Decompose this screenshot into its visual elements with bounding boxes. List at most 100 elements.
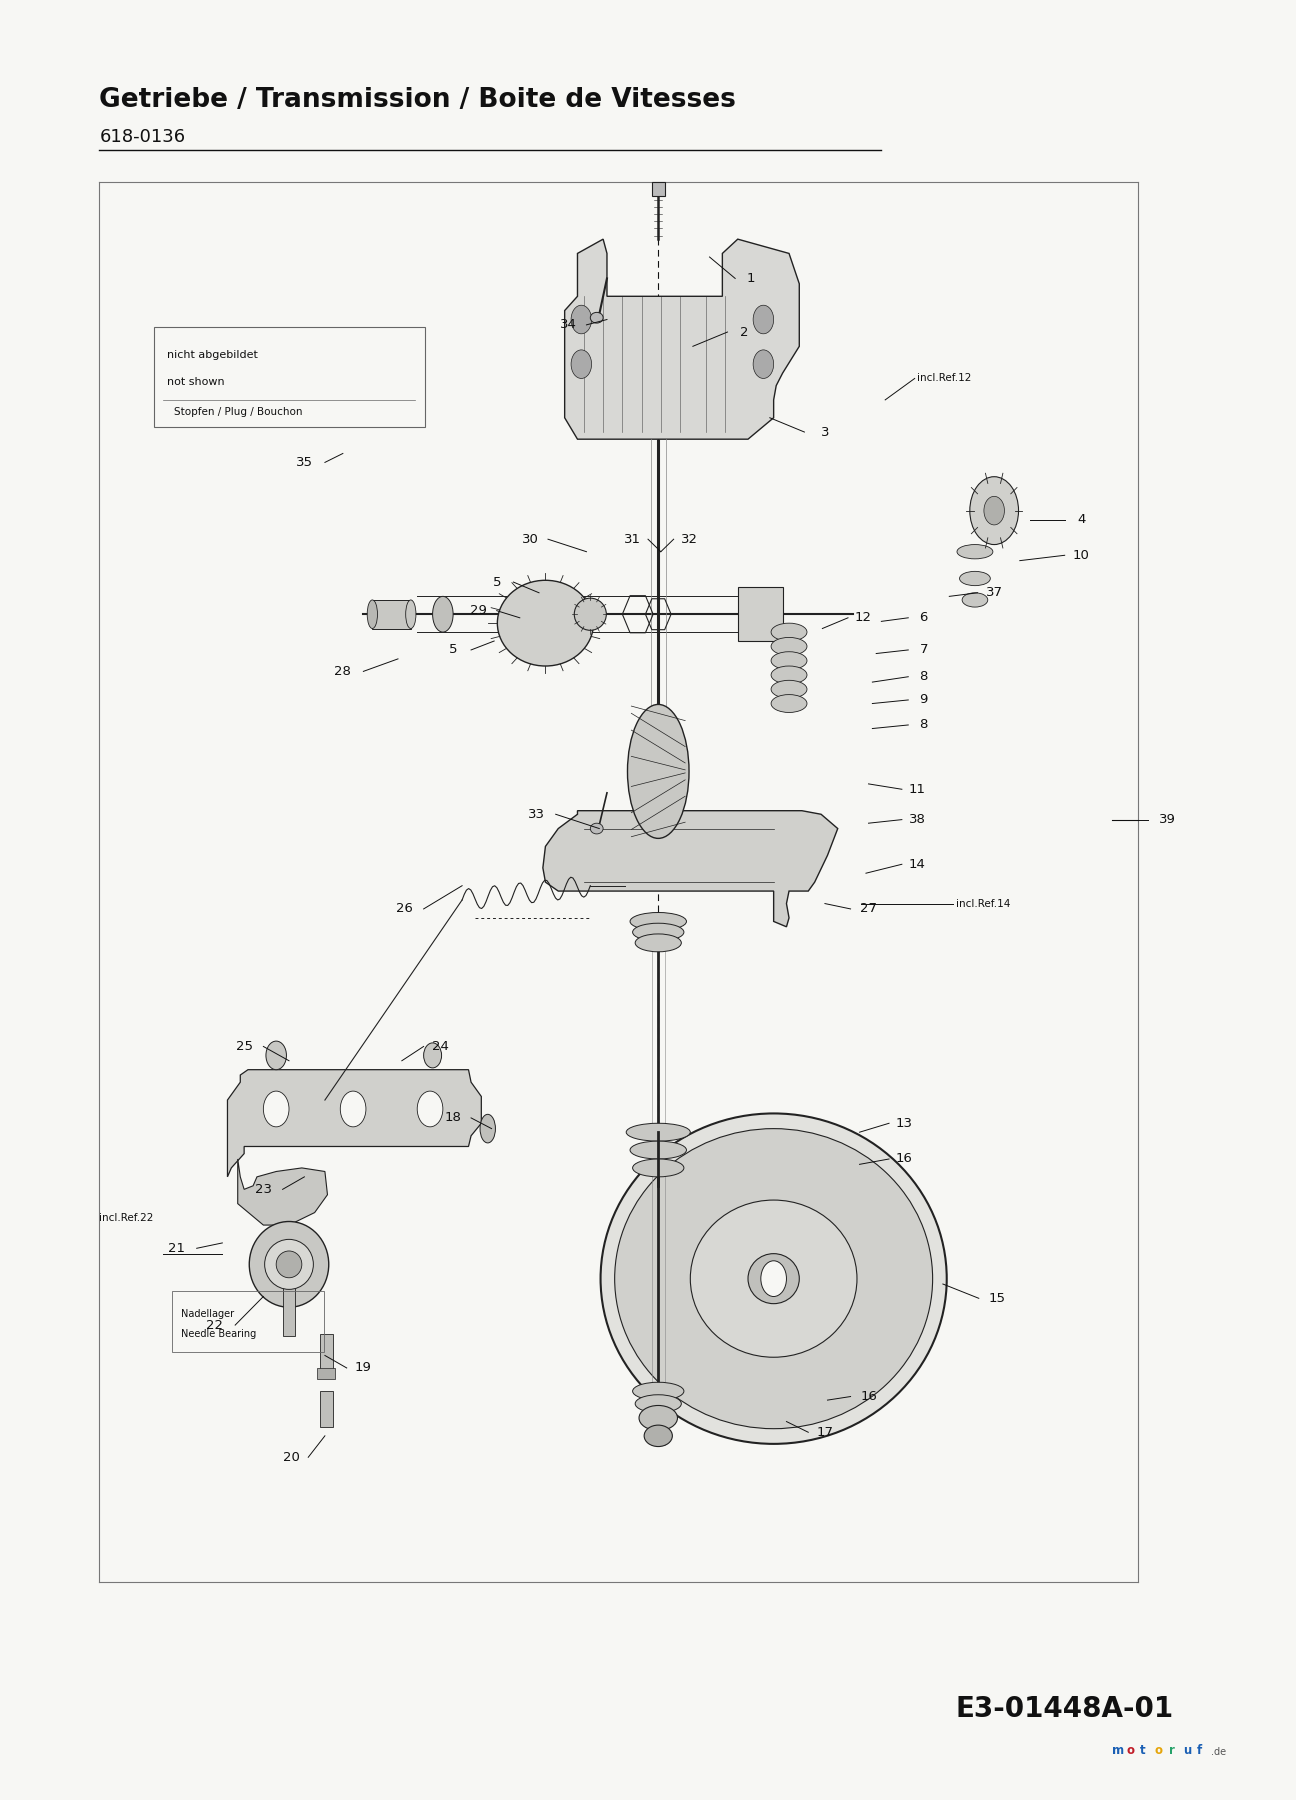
Circle shape [572, 349, 591, 378]
Bar [318, 1368, 336, 1379]
Bar [737, 587, 783, 641]
Ellipse shape [406, 599, 416, 628]
Text: r: r [1169, 1744, 1174, 1757]
Bar [652, 182, 665, 196]
Text: 23: 23 [255, 1183, 272, 1195]
Text: u: u [1183, 1744, 1191, 1757]
Ellipse shape [962, 592, 988, 607]
Text: 25: 25 [236, 1040, 253, 1053]
Text: 29: 29 [470, 605, 487, 617]
Text: 26: 26 [397, 902, 413, 916]
Ellipse shape [276, 1251, 302, 1278]
Bar [283, 1282, 295, 1336]
Text: 2: 2 [740, 326, 748, 338]
Bar [320, 1334, 333, 1373]
Ellipse shape [600, 1114, 947, 1444]
Circle shape [341, 1091, 365, 1127]
Text: 7: 7 [919, 643, 928, 657]
Text: .de: .de [1210, 1748, 1226, 1757]
Ellipse shape [630, 913, 687, 931]
Ellipse shape [632, 1159, 684, 1177]
Text: 32: 32 [680, 533, 697, 545]
Text: o: o [1126, 1744, 1134, 1757]
Ellipse shape [590, 313, 603, 322]
Text: 24: 24 [432, 1040, 448, 1053]
Text: 618-0136: 618-0136 [100, 128, 185, 146]
Text: nicht abgebildet: nicht abgebildet [167, 351, 258, 360]
Text: 9: 9 [919, 693, 928, 706]
Ellipse shape [771, 680, 807, 698]
Ellipse shape [959, 571, 990, 585]
Bar [372, 599, 411, 628]
Text: 30: 30 [521, 533, 538, 545]
Text: 11: 11 [908, 783, 925, 796]
Circle shape [417, 1091, 443, 1127]
Circle shape [263, 1091, 289, 1127]
Text: 1: 1 [746, 272, 754, 284]
Text: Getriebe / Transmission / Boite de Vitesses: Getriebe / Transmission / Boite de Vites… [100, 88, 736, 113]
Ellipse shape [691, 1201, 857, 1357]
Text: 18: 18 [445, 1111, 461, 1125]
Text: 8: 8 [919, 718, 928, 731]
Ellipse shape [626, 1123, 691, 1141]
Text: 10: 10 [1073, 549, 1090, 562]
Ellipse shape [644, 1426, 673, 1447]
Ellipse shape [574, 598, 607, 630]
Text: 17: 17 [816, 1426, 833, 1438]
Text: 14: 14 [908, 859, 925, 871]
Text: 3: 3 [820, 425, 829, 439]
Text: 38: 38 [908, 814, 925, 826]
Ellipse shape [639, 1406, 678, 1431]
Ellipse shape [632, 1382, 684, 1400]
Ellipse shape [590, 823, 603, 833]
Text: E3-01448A-01: E3-01448A-01 [955, 1696, 1174, 1723]
Text: 12: 12 [855, 612, 872, 625]
Ellipse shape [627, 704, 689, 839]
Circle shape [753, 349, 774, 378]
Text: 6: 6 [919, 612, 928, 625]
Polygon shape [565, 239, 800, 439]
Ellipse shape [249, 1222, 329, 1307]
Ellipse shape [480, 1114, 495, 1143]
Text: 21: 21 [167, 1242, 185, 1255]
Ellipse shape [956, 545, 993, 558]
Ellipse shape [969, 477, 1019, 545]
Text: 33: 33 [527, 808, 544, 821]
Text: f: f [1196, 1744, 1201, 1757]
Text: Stopfen / Plug / Bouchon: Stopfen / Plug / Bouchon [174, 407, 302, 418]
Ellipse shape [771, 623, 807, 641]
Text: 19: 19 [355, 1361, 372, 1375]
Ellipse shape [498, 580, 594, 666]
Text: 5: 5 [448, 643, 457, 657]
Text: m: m [1112, 1744, 1124, 1757]
Ellipse shape [771, 695, 807, 713]
Ellipse shape [367, 599, 377, 628]
Polygon shape [543, 810, 837, 927]
Ellipse shape [630, 1141, 687, 1159]
Circle shape [761, 1260, 787, 1296]
Ellipse shape [632, 923, 684, 941]
Ellipse shape [635, 934, 682, 952]
Polygon shape [228, 1069, 481, 1177]
Text: incl.Ref.12: incl.Ref.12 [918, 373, 972, 383]
Text: Nadellager: Nadellager [181, 1309, 235, 1319]
Text: 8: 8 [919, 670, 928, 684]
Text: 22: 22 [206, 1319, 223, 1332]
Ellipse shape [614, 1129, 933, 1429]
Circle shape [984, 497, 1004, 526]
Ellipse shape [635, 1395, 682, 1413]
Text: 31: 31 [625, 533, 642, 545]
Text: 16: 16 [861, 1390, 877, 1402]
Text: 34: 34 [560, 319, 577, 331]
Ellipse shape [771, 652, 807, 670]
Ellipse shape [748, 1253, 800, 1303]
Polygon shape [237, 1159, 328, 1226]
Text: Needle Bearing: Needle Bearing [181, 1328, 257, 1339]
Circle shape [572, 306, 591, 333]
Ellipse shape [266, 1040, 286, 1069]
Ellipse shape [771, 666, 807, 684]
Text: 27: 27 [861, 902, 877, 916]
Text: 4: 4 [1077, 513, 1086, 526]
Ellipse shape [771, 637, 807, 655]
Text: 5: 5 [492, 576, 502, 589]
